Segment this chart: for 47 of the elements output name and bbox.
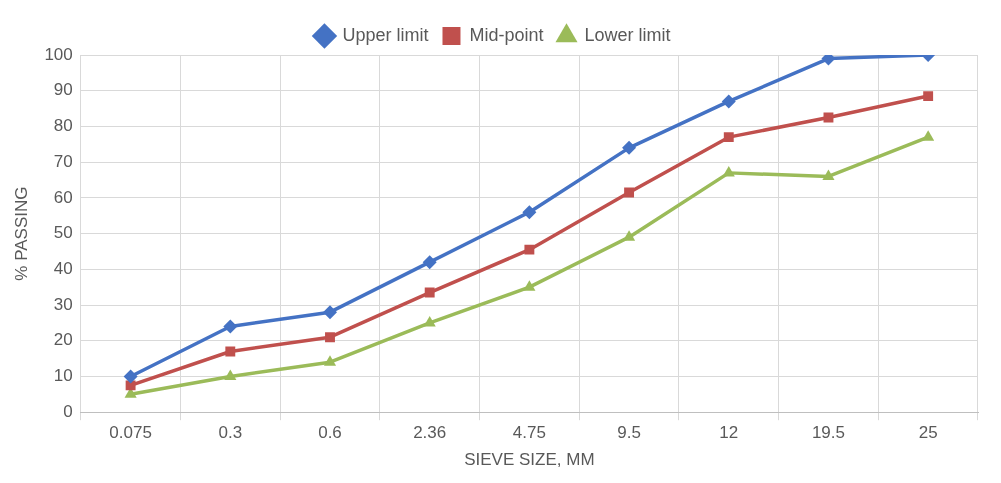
point xyxy=(325,332,335,343)
y-tick-label: 30 xyxy=(53,294,73,314)
y-tick-label: 80 xyxy=(53,116,73,136)
point xyxy=(721,94,736,109)
point xyxy=(522,205,537,220)
point xyxy=(422,255,437,270)
legend-label: Mid-point xyxy=(469,24,544,45)
y-tick-label: 10 xyxy=(53,366,73,386)
point xyxy=(323,305,337,320)
legend-label: Lower limit xyxy=(584,24,671,45)
x-axis-title: SIEVE SIZE, MM xyxy=(464,450,595,470)
point xyxy=(722,165,735,177)
point xyxy=(323,355,337,366)
x-tick-label: 0.6 xyxy=(318,423,342,443)
point xyxy=(922,130,935,141)
legend-label: Upper limit xyxy=(342,24,429,45)
y-tick-label: 20 xyxy=(53,330,73,350)
point xyxy=(723,132,734,143)
point xyxy=(225,346,236,357)
point xyxy=(123,369,138,384)
y-tick-label: 60 xyxy=(53,187,73,207)
point xyxy=(423,315,436,327)
x-tick-label: 2.36 xyxy=(413,423,447,443)
x-tick-label: 9.5 xyxy=(617,423,641,443)
point xyxy=(523,280,536,291)
x-tick-label: 0.3 xyxy=(218,423,243,443)
x-tick-label: 12 xyxy=(719,423,739,443)
point xyxy=(424,287,435,298)
point xyxy=(524,244,535,255)
point xyxy=(623,230,636,241)
point xyxy=(224,369,237,380)
x-tick-label: 0.075 xyxy=(109,423,152,443)
y-axis-title: % PASSING xyxy=(11,186,31,281)
x-tick-label: 19.5 xyxy=(811,423,846,443)
x-tick-label: 25 xyxy=(918,423,938,443)
y-tick-label: 50 xyxy=(53,223,73,243)
point xyxy=(923,91,934,102)
point xyxy=(822,169,835,180)
x-tick-label: 4.75 xyxy=(512,423,546,443)
y-tick-label: 70 xyxy=(53,151,73,171)
point xyxy=(622,140,637,155)
point xyxy=(624,187,635,198)
y-tick-label: 100 xyxy=(44,44,73,64)
y-tick-label: 40 xyxy=(53,259,73,279)
y-tick-label: 0 xyxy=(63,401,73,421)
point xyxy=(223,319,238,334)
y-tick-label: 90 xyxy=(53,80,73,100)
